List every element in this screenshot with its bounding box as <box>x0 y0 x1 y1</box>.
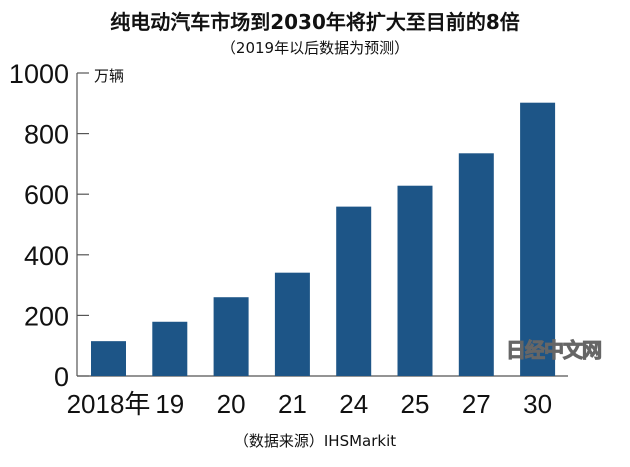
chart-title: 纯电动汽车市场到2030年将扩大至目前的8倍 <box>110 10 520 34</box>
y-tick-label: 400 <box>24 241 69 271</box>
watermark: 日经中文网 <box>506 338 603 363</box>
bar <box>274 272 310 376</box>
x-tick-label: 27 <box>462 389 491 419</box>
y-tick-label: 200 <box>24 301 69 331</box>
bar <box>152 321 188 376</box>
x-tick-label: 25 <box>401 389 430 419</box>
x-tick-label: 2018年 <box>67 389 151 419</box>
x-tick-label: 20 <box>217 389 246 419</box>
x-tick-label: 19 <box>155 389 184 419</box>
y-tick-label: 1000 <box>9 59 69 89</box>
x-tick-label: 21 <box>278 389 307 419</box>
bar <box>91 341 126 376</box>
bar <box>458 153 494 376</box>
bar <box>213 297 249 376</box>
chart-subtitle: （2019年以后数据为预测） <box>220 39 410 57</box>
x-tick-label: 30 <box>523 389 552 419</box>
source-note: （数据来源）IHSMarkit <box>233 432 397 450</box>
bar <box>397 185 433 376</box>
x-tick-label: 24 <box>339 389 368 419</box>
y-tick-label: 800 <box>24 120 69 150</box>
y-unit-label: 万辆 <box>94 67 124 85</box>
y-tick-label: 600 <box>24 180 69 210</box>
bar <box>520 102 556 376</box>
y-tick-label: 0 <box>54 362 69 392</box>
bar <box>336 206 372 376</box>
